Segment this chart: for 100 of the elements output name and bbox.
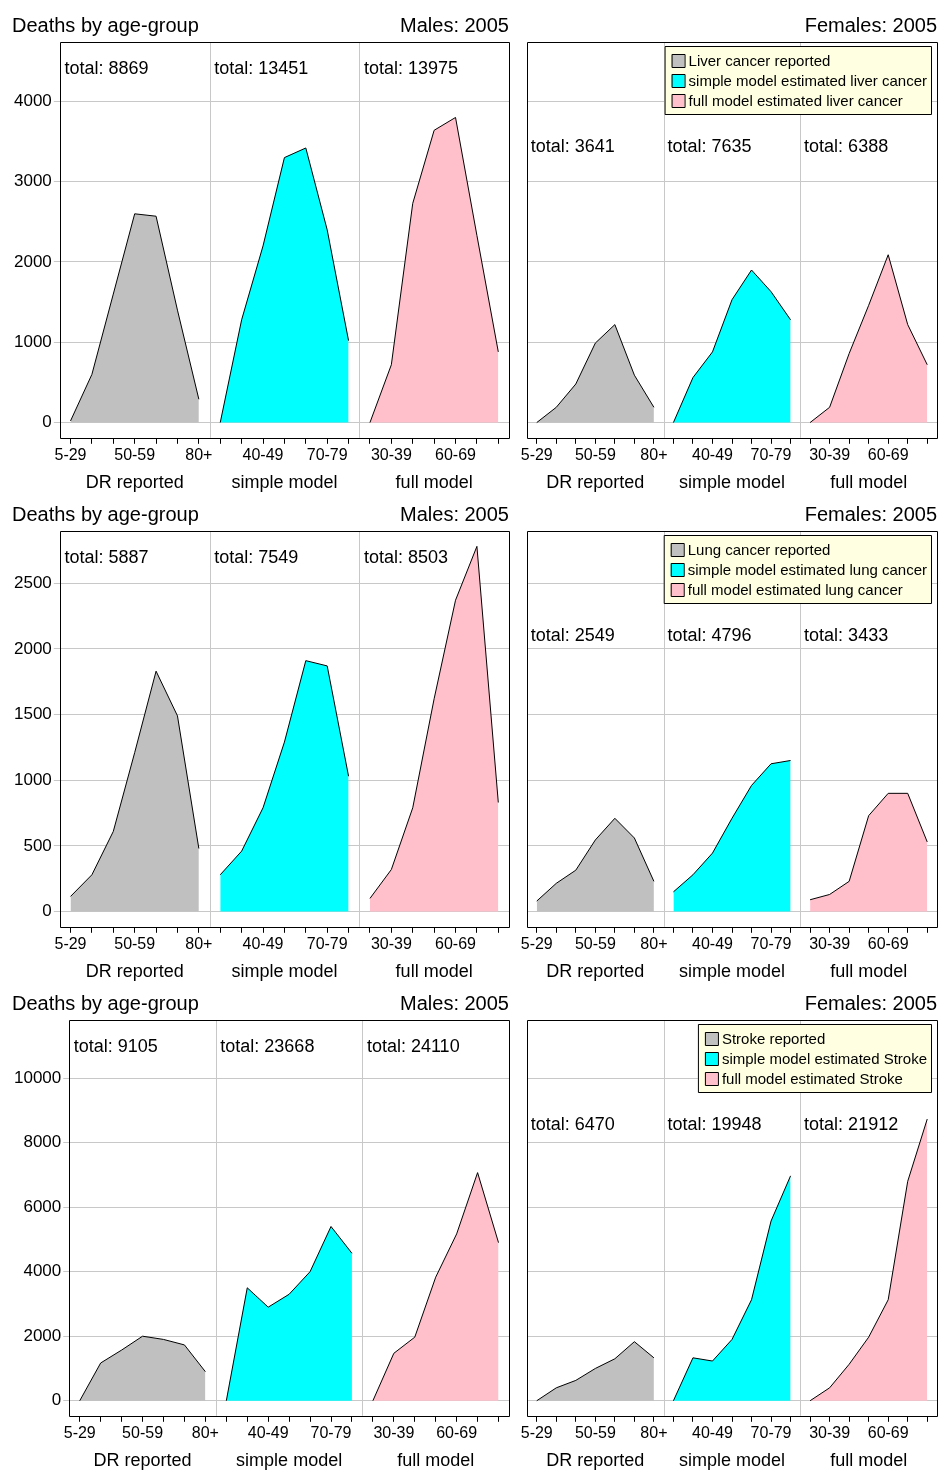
annotation: total: 24110 — [366, 1036, 460, 1056]
text: full model — [395, 471, 473, 492]
legend-label: simple model estimated liver cancer — [688, 72, 928, 89]
x-tick-label: 80+ — [185, 445, 213, 463]
x-tick-label: 40-49 — [692, 445, 734, 463]
x-tick-label: 30-39 — [809, 934, 851, 952]
x-tick-label: 5-29 — [54, 445, 87, 463]
chart-title: Females: 2005 — [804, 992, 937, 1014]
y-tick-label: 6000 — [23, 1196, 62, 1216]
x-tick-label: 30-39 — [809, 445, 851, 463]
x-tick-label: 5-29 — [520, 934, 553, 952]
legend-label: full model estimated lung cancer — [687, 581, 903, 598]
y-tick-label: 2000 — [13, 251, 52, 271]
y-tick-label: 4000 — [23, 1261, 62, 1281]
x-tick-label: 40-49 — [692, 1423, 734, 1441]
y-tick-label: 4000 — [13, 91, 52, 111]
y-tick-label: 3000 — [13, 171, 52, 191]
text: DR reported — [85, 471, 184, 492]
text: full model — [830, 1449, 908, 1470]
annotation: total: 3641 — [530, 136, 615, 156]
x-tick-label: 40-49 — [242, 445, 284, 463]
annotation: total: 23668 — [220, 1036, 315, 1056]
x-tick-label: 5-29 — [520, 1423, 553, 1441]
text: DR reported — [93, 1449, 192, 1470]
y-tick-label: 2500 — [13, 572, 52, 592]
x-tick-label: 60-69 — [867, 445, 909, 463]
x-tick-label: 50-59 — [574, 934, 616, 952]
annotation: total: 7635 — [667, 136, 752, 156]
text: simple model — [236, 1449, 343, 1470]
y-tick-label: 1000 — [13, 769, 52, 789]
text: DR reported — [85, 960, 184, 981]
text: simple model — [231, 471, 338, 492]
y-tick-label: 10000 — [13, 1067, 62, 1087]
text: simple model — [678, 1449, 786, 1470]
y-axis-title: Deaths by age-group — [12, 14, 199, 36]
x-tick-label: 30-39 — [373, 1423, 415, 1441]
annotation: total: 4796 — [667, 625, 752, 645]
x-tick-label: 80+ — [640, 934, 668, 952]
x-tick-label: 60-69 — [867, 1423, 909, 1441]
x-tick-label: 60-69 — [435, 445, 477, 463]
x-tick-label: 40-49 — [247, 1423, 289, 1441]
x-tick-label: 70-79 — [750, 1423, 792, 1441]
chart-title: Males: 2005 — [400, 503, 509, 525]
text: DR reported — [546, 960, 645, 981]
y-tick-label: 2000 — [13, 638, 52, 658]
legend-label: Lung cancer reported — [687, 541, 831, 558]
annotation: total: 13451 — [214, 58, 309, 78]
text: simple model — [678, 960, 786, 981]
x-tick-label: 50-59 — [122, 1423, 164, 1441]
annotation: total: 13975 — [363, 58, 459, 78]
x-tick-label: 80+ — [185, 934, 213, 952]
annotation: total: 8869 — [64, 58, 149, 78]
x-tick-label: 50-59 — [574, 1423, 616, 1441]
annotation: total: 7549 — [214, 547, 299, 567]
annotation: total: 6388 — [804, 136, 889, 156]
text: full model — [830, 960, 908, 981]
y-tick-label: 0 — [42, 412, 52, 432]
annotation: total: 5887 — [64, 547, 149, 567]
text: simple model — [678, 471, 786, 492]
chart-title: Males: 2005 — [400, 992, 509, 1014]
x-tick-label: 50-59 — [114, 934, 156, 952]
y-tick-label: 500 — [23, 835, 52, 855]
y-tick-label: 1500 — [13, 704, 52, 724]
legend-label: Stroke reported — [721, 1030, 826, 1047]
annotation: total: 9105 — [73, 1036, 158, 1056]
x-tick-label: 50-59 — [114, 445, 156, 463]
text: DR reported — [546, 471, 645, 492]
x-tick-label: 80+ — [191, 1423, 219, 1441]
x-tick-label: 70-79 — [310, 1423, 352, 1441]
x-tick-label: 30-39 — [370, 934, 412, 952]
text: DR reported — [546, 1449, 645, 1470]
y-axis-title: Deaths by age-group — [12, 503, 199, 525]
x-tick-label: 5-29 — [63, 1423, 96, 1441]
legend-label: simple model estimated lung cancer — [687, 561, 928, 578]
x-tick-label: 50-59 — [574, 445, 616, 463]
x-tick-label: 70-79 — [750, 934, 792, 952]
x-tick-label: 30-39 — [809, 1423, 851, 1441]
x-tick-label: 5-29 — [520, 445, 553, 463]
y-axis-title: Deaths by age-group — [12, 992, 199, 1014]
y-tick-label: 0 — [51, 1390, 62, 1410]
chart-title: Males: 2005 — [400, 14, 509, 36]
y-tick-label: 0 — [42, 901, 52, 921]
y-tick-label: 1000 — [13, 331, 52, 351]
x-tick-label: 5-29 — [54, 934, 87, 952]
annotation: total: 19948 — [667, 1114, 762, 1134]
x-tick-label: 70-79 — [306, 934, 348, 952]
y-tick-label: 2000 — [23, 1325, 62, 1345]
x-tick-label: 60-69 — [435, 934, 477, 952]
annotation: total: 6470 — [530, 1114, 615, 1134]
legend-label: simple model estimated Stroke — [721, 1050, 928, 1067]
x-tick-label: 60-69 — [436, 1423, 478, 1441]
x-tick-label: 80+ — [640, 445, 668, 463]
text: full model — [397, 1449, 475, 1470]
text: full model — [830, 471, 908, 492]
legend-label: full model estimated Stroke — [721, 1070, 903, 1087]
annotation: total: 8503 — [363, 547, 449, 567]
x-tick-label: 40-49 — [692, 934, 734, 952]
y-tick-label: 8000 — [23, 1132, 62, 1152]
x-tick-label: 30-39 — [370, 445, 412, 463]
annotation: total: 21912 — [804, 1114, 899, 1134]
